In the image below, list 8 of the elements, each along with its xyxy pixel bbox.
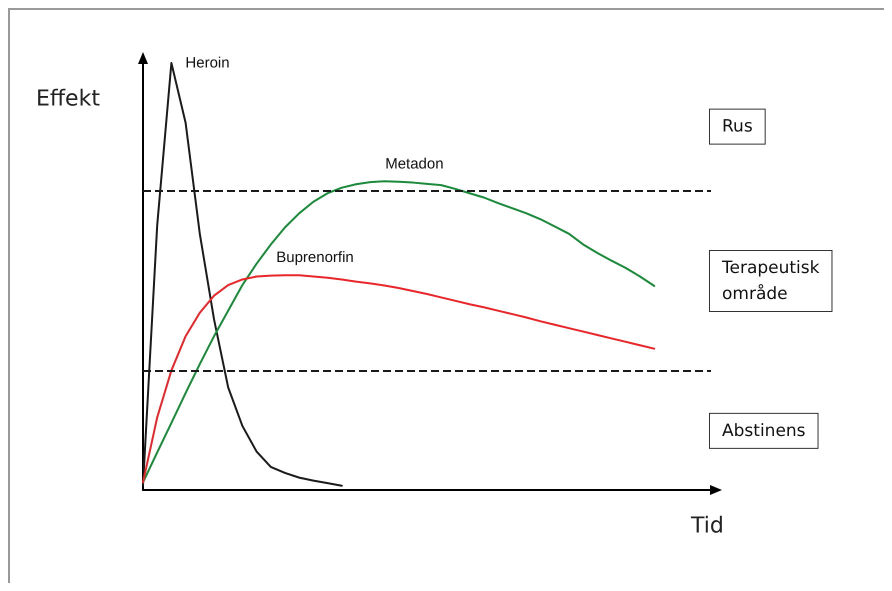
text: Terapeutisk område: [721, 258, 820, 304]
series-label: Heroin: [185, 54, 230, 72]
text: Rus: [722, 116, 753, 137]
y-axis-title: Effekt: [36, 86, 100, 112]
series-label: Metadon: [385, 155, 444, 172]
x-axis-title: Tid: [690, 514, 724, 538]
series-label: Buprenorfin: [276, 249, 354, 266]
text: Abstinens: [722, 420, 806, 441]
